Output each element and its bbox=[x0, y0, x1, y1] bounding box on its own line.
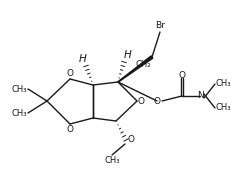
Text: H: H bbox=[124, 50, 132, 60]
Text: O: O bbox=[179, 71, 185, 80]
Text: CH₃: CH₃ bbox=[216, 79, 232, 89]
Text: H: H bbox=[79, 54, 87, 64]
Text: CH₃: CH₃ bbox=[104, 156, 120, 165]
Polygon shape bbox=[118, 56, 153, 82]
Text: O: O bbox=[67, 69, 73, 78]
Text: O: O bbox=[127, 136, 134, 144]
Text: O: O bbox=[138, 96, 145, 105]
Text: N: N bbox=[197, 91, 203, 101]
Text: CH₂: CH₂ bbox=[135, 60, 151, 69]
Text: CH₃: CH₃ bbox=[216, 103, 232, 113]
Text: CH₃: CH₃ bbox=[11, 84, 27, 93]
Text: CH₃: CH₃ bbox=[11, 108, 27, 117]
Text: O: O bbox=[67, 125, 73, 134]
Text: Br: Br bbox=[155, 21, 165, 30]
Text: O: O bbox=[153, 96, 161, 105]
